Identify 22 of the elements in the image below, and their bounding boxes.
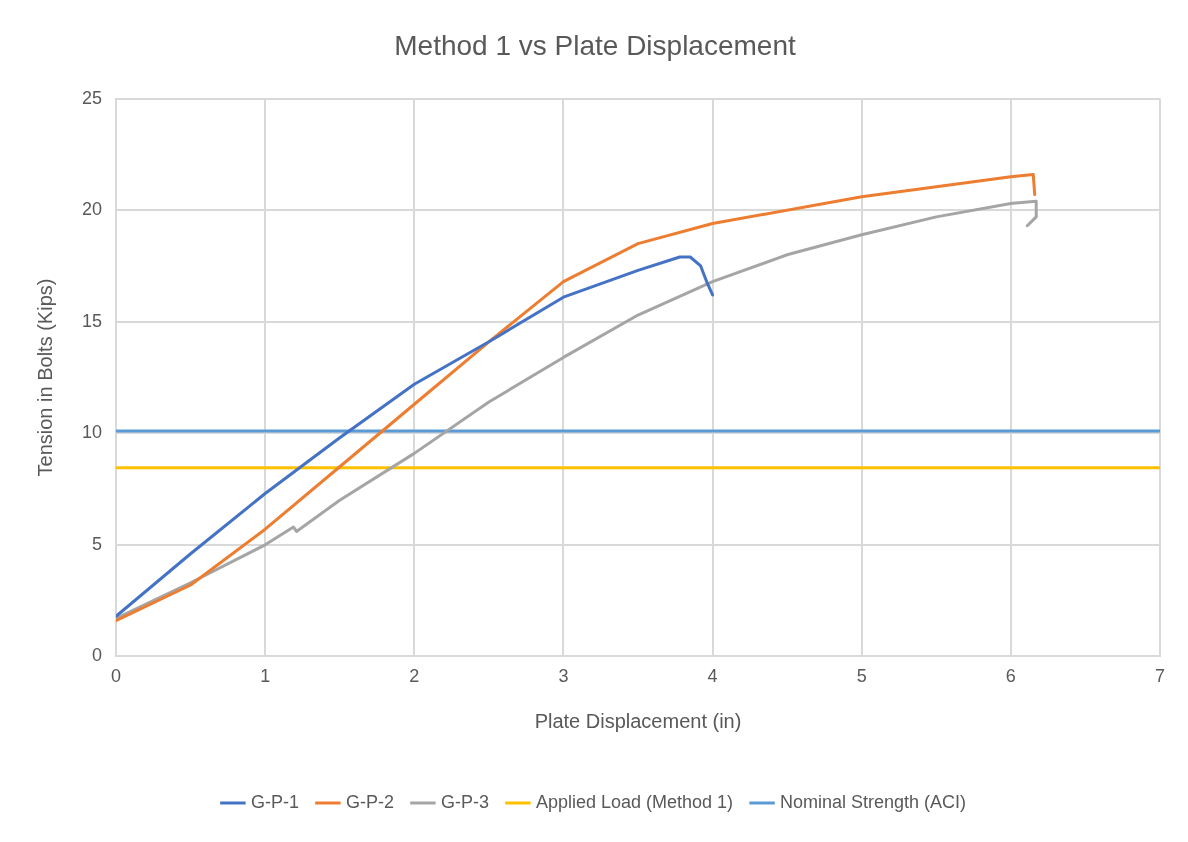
x-axis-title: Plate Displacement (in) (534, 709, 742, 732)
x-tick-label: 2 (409, 666, 420, 687)
legend-label: Nominal Strength (ACI) (780, 791, 967, 812)
x-tick-label: 6 (1005, 666, 1016, 687)
y-tick-label: 0 (92, 645, 103, 666)
y-tick-label: 15 (81, 310, 103, 331)
legend-label: G-P-1 (250, 791, 299, 812)
y-tick-label: 25 (81, 87, 103, 108)
chart-title: Method 1 vs Plate Displacement (394, 29, 796, 61)
x-tick-label: 3 (558, 666, 569, 687)
legend-label: Applied Load (Method 1) (535, 791, 734, 812)
x-tick-label: 0 (111, 666, 122, 687)
x-tick-label: 5 (856, 666, 867, 687)
x-tick-label: 4 (707, 666, 718, 687)
y-tick-label: 5 (92, 533, 103, 554)
x-tick-label: 1 (260, 666, 271, 687)
legend-label: G-P-2 (345, 791, 394, 812)
y-axis-title: Tension in Bolts (Kips) (33, 278, 56, 477)
x-tick-label: 7 (1154, 666, 1166, 687)
legend-label: G-P-3 (440, 791, 489, 812)
y-tick-label: 20 (81, 199, 103, 220)
y-tick-label: 10 (81, 422, 103, 443)
